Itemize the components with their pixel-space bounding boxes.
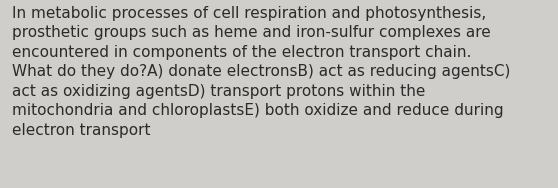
Text: In metabolic processes of cell respiration and photosynthesis,
prosthetic groups: In metabolic processes of cell respirati… xyxy=(12,6,511,138)
